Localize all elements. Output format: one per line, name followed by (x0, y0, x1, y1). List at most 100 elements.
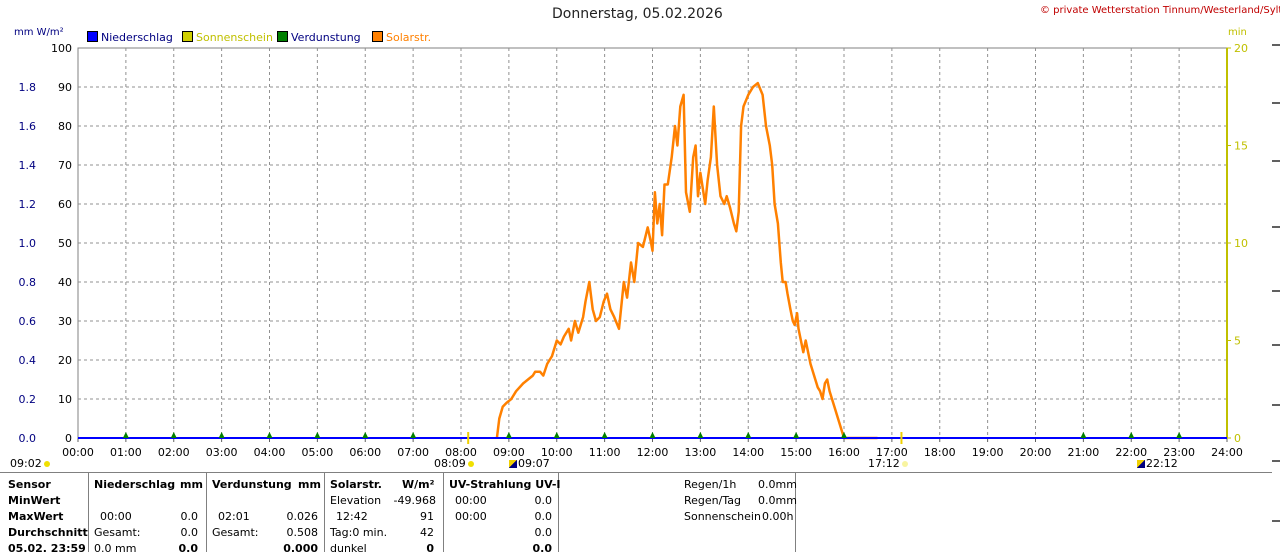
row-label-min: MinWert (8, 494, 61, 507)
col-unit-verdunstung: mm (298, 478, 321, 491)
y-tick-label-wm2: 90 (58, 81, 72, 94)
evap-marker (841, 432, 847, 438)
y-tick-label-min: 20 (1234, 42, 1248, 55)
x-tick-label: 23:00 (1163, 446, 1195, 459)
side-tick (1272, 290, 1280, 292)
y-tick-label-wm2: 40 (58, 276, 72, 289)
x-tick-label: 19:00 (972, 446, 1004, 459)
legend-swatch-niederschlag (87, 31, 98, 42)
x-tick-label: 02:00 (158, 446, 190, 459)
evap-marker (218, 432, 225, 438)
niederschlag-avg-value: 0.0 (180, 526, 199, 539)
table-divider (88, 472, 89, 552)
sunset-time: 17:12 (868, 457, 900, 470)
copyright-note: © private Wetterstation Tinnum/Westerlan… (1040, 5, 1280, 16)
x-tick-label: 01:00 (110, 446, 142, 459)
left-axis-units: mm W/m² (14, 27, 64, 38)
niederschlag-max-value: 0.0 (180, 510, 199, 523)
solar-min-label: Elevation (330, 494, 382, 507)
y-tick-label-wm2: 60 (58, 198, 72, 211)
uv-min-value: 0.0 (534, 494, 553, 507)
solar-max-time: 12:42 (336, 510, 368, 523)
uv-avg-value: 0.0 (534, 526, 553, 539)
x-tick-label: 11:00 (589, 446, 621, 459)
col-header-solar: Solarstr. (330, 478, 382, 491)
x-tick-label: 22:00 (1115, 446, 1147, 459)
y-tick-label-mm: 0.0 (19, 432, 37, 445)
solar-current-label: dunkel (330, 542, 367, 555)
y-tick-label-mm: 1.8 (19, 81, 37, 94)
chart-area: 00:00 01:00 02:00 03:00 04:00 05:00 06:00 07:00… (19, 42, 1249, 459)
side-tick (1272, 226, 1280, 228)
legend-label: Solarstr. (386, 31, 432, 44)
y-tick-label-min: 0 (1234, 432, 1241, 445)
sun-icon (43, 461, 50, 467)
solar-min-value: -49.968 (393, 494, 436, 507)
evap-marker (649, 432, 656, 438)
sunrise-label: 08:09 (434, 457, 474, 470)
moonrise-label: 22:12 (1137, 457, 1178, 470)
rain-info-label: Regen/1h (684, 478, 737, 491)
evap-marker (1176, 432, 1183, 438)
rain-info-label: Sonnenschein (684, 510, 761, 523)
table-divider (324, 472, 325, 552)
x-tick-label: 21:00 (1068, 446, 1100, 459)
legend-swatch-solarstr (372, 31, 383, 42)
col-header-uv: UV-Strahlung UV-I (449, 478, 561, 491)
sunrise-time: 08:09 (434, 457, 466, 470)
verdunstung-max-value: 0.026 (286, 510, 319, 523)
evap-marker (745, 432, 752, 438)
moonrise-time: 22:12 (1146, 457, 1178, 470)
y-tick-label-wm2: 100 (51, 42, 72, 55)
evap-marker (362, 432, 369, 438)
y-tick-label-mm: 1.4 (19, 159, 37, 172)
moon-icon (509, 460, 517, 468)
solar-max-value: 91 (420, 510, 434, 523)
solar-avg-value: 42 (420, 526, 434, 539)
evap-marker (170, 432, 177, 438)
evap-marker (793, 432, 800, 438)
row-label-avg: Durchschnitt (8, 526, 88, 539)
evap-marker (410, 432, 417, 438)
col-unit-solar: W/m² (402, 478, 435, 491)
solar-avg-label: Tag:0 min. (330, 526, 388, 539)
x-tick-label: 05:00 (302, 446, 334, 459)
legend-swatch-sonnenschein (182, 31, 193, 42)
col-header-verdunstung: Verdunstung (212, 478, 292, 491)
y-tick-label-min: 15 (1234, 140, 1248, 153)
col-unit-niederschlag: mm (180, 478, 203, 491)
y-tick-label-wm2: 10 (58, 393, 72, 406)
x-tick-label: 24:00 (1211, 446, 1243, 459)
col-header-niederschlag: Niederschlag (94, 478, 176, 491)
moon-icon (1137, 460, 1145, 468)
x-tick-label: 07:00 (397, 446, 429, 459)
y-tick-label-mm: 1.2 (19, 198, 37, 211)
x-tick-label: 16:00 (828, 446, 860, 459)
rain-info-value: 0.0mm (758, 494, 797, 507)
table-divider (0, 472, 1272, 473)
y-tick-label-wm2: 70 (58, 159, 72, 172)
side-tick (1272, 44, 1280, 46)
legend-label: Sonnenschein (196, 31, 273, 44)
sunset-label: 17:12 (868, 457, 908, 470)
evap-marker (697, 432, 704, 438)
uv-max-time: 00:00 (455, 510, 487, 523)
y-tick-label-min: 5 (1234, 335, 1241, 348)
verdunstung-current-bold: 0.000 (283, 542, 318, 555)
x-tick-label: 03:00 (206, 446, 238, 459)
niederschlag-current-bold: 0.0 (178, 542, 199, 555)
legend-swatch-verdunstung (277, 31, 288, 42)
niederschlag-avg-label: Gesamt: (94, 526, 141, 539)
sunrise-icon (467, 461, 474, 467)
x-tick-label: 04:00 (254, 446, 286, 459)
uv-max-value: 0.0 (534, 510, 553, 523)
x-tick-label: 12:00 (637, 446, 669, 459)
row-label-max: MaxWert (8, 510, 64, 523)
y-tick-label-wm2: 0 (65, 432, 72, 445)
y-tick-label-mm: 0.6 (19, 315, 37, 328)
evap-marker (122, 432, 129, 438)
solar-current-bold: 0 (426, 542, 434, 555)
y-tick-label-wm2: 30 (58, 315, 72, 328)
moonset-label: 09:07 (509, 457, 550, 470)
uv-min-time: 00:00 (455, 494, 487, 507)
